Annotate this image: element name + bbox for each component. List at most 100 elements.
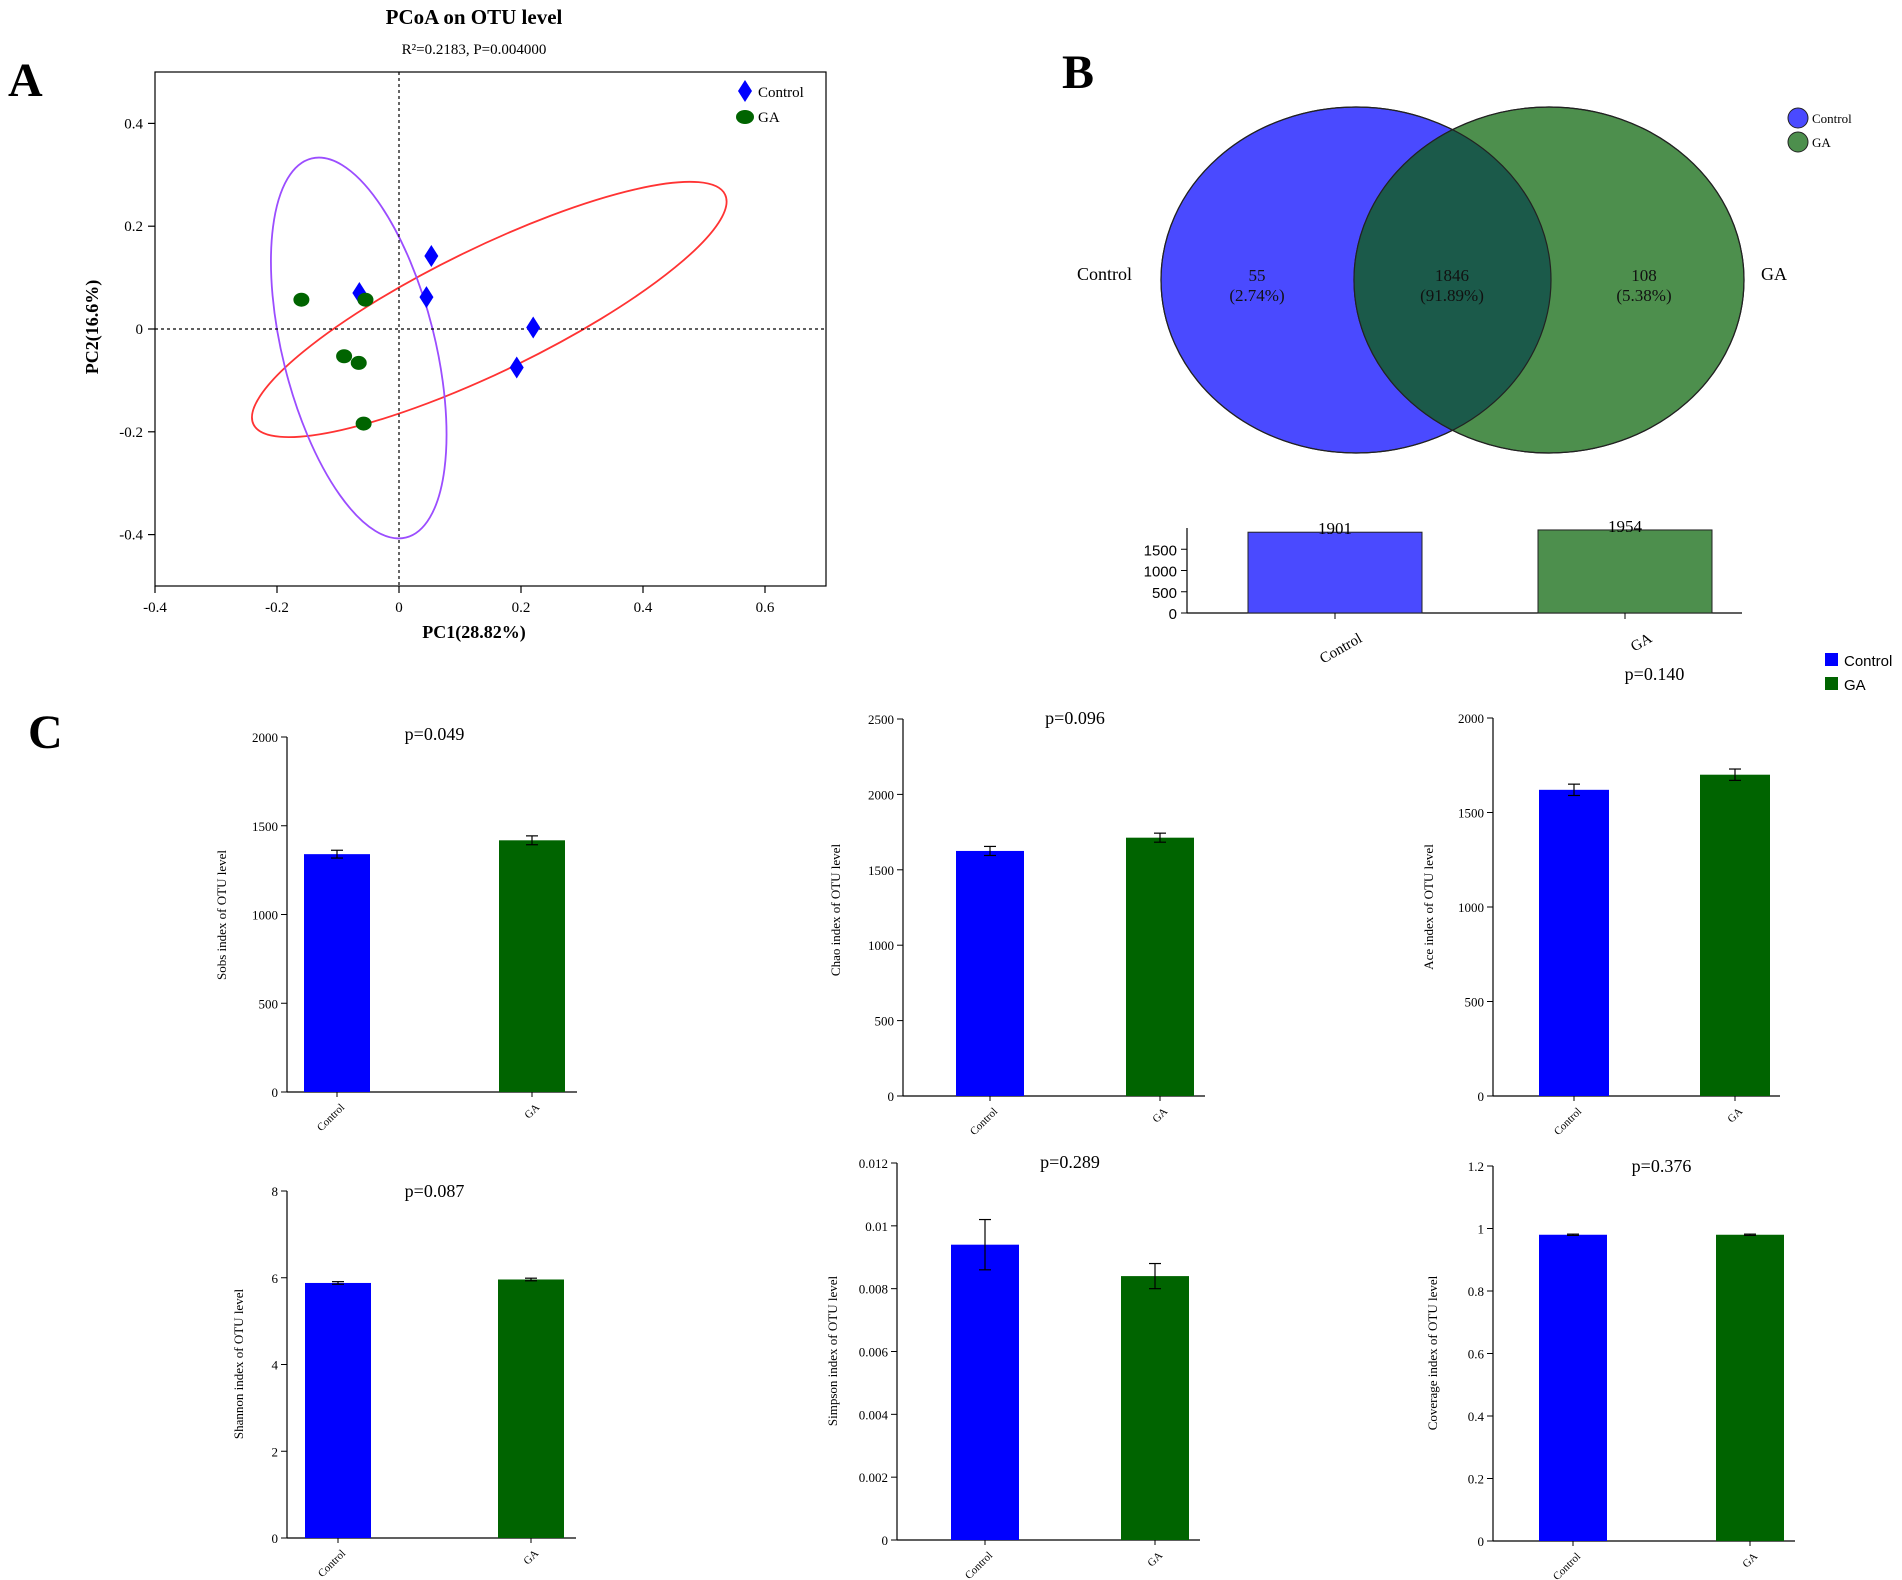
ace-bar-ga <box>1700 774 1770 1096</box>
pcoa-ytick-label: 0 <box>136 322 144 338</box>
venn-overlap <box>1354 107 1551 453</box>
venn-only-control-pct: (2.74%) <box>1229 286 1284 305</box>
venn-chart: 55 (2.74%) 1846 (91.89%) 108 (5.38%) Con… <box>1077 106 1852 667</box>
venn-totals-xtick-label: Control <box>1317 631 1365 668</box>
ace-ytick-label: 1500 <box>1458 806 1484 821</box>
coverage-ylabel: Coverage index of OTU level <box>1425 1275 1440 1430</box>
simpson-bar-control <box>951 1244 1019 1540</box>
pcoa-xtick-label: 0.6 <box>756 600 775 616</box>
panel-label-a: A <box>8 54 43 107</box>
legend-label-ga: GA <box>758 110 780 126</box>
coverage-chart: 0 0.2 0.4 0.6 0.8 1 1.2 Control GA p=0.376 Coverag… <box>1425 1156 1795 1580</box>
simpson-ytick-label: 0.002 <box>859 1470 888 1485</box>
simpson-ytick-label: 0.004 <box>859 1407 889 1422</box>
pcoa-title: PCoA on OTU level <box>386 5 563 29</box>
sobs-xtick-label: Control <box>315 1102 347 1134</box>
chao-ytick-label: 1500 <box>868 863 894 878</box>
pcoa-ytick-label: 0.2 <box>124 219 143 235</box>
venn-shared-pct: (91.89%) <box>1420 286 1484 305</box>
c-legend-marker-ga <box>1825 677 1838 690</box>
coverage-ytick-label: 1.2 <box>1468 1159 1484 1174</box>
simpson-ytick-label: 0.01 <box>865 1219 888 1234</box>
pcoa-point-ga <box>355 416 372 431</box>
coverage-ytick-label: 1 <box>1478 1222 1485 1237</box>
venn-totals-value-label: 1901 <box>1318 519 1352 538</box>
chao-ytick-label: 0 <box>888 1089 895 1104</box>
venn-shared-value: 1846 <box>1435 266 1469 285</box>
simpson-ytick-label: 0.012 <box>859 1156 888 1171</box>
simpson-ytick-label: 0 <box>882 1533 889 1548</box>
c-legend-label-ga: GA <box>1844 677 1866 694</box>
venn-legend: Control GA <box>1787 107 1852 153</box>
venn-legend-marker-control <box>1787 107 1809 129</box>
ace-pvalue: p=0.140 <box>1625 664 1685 684</box>
pcoa-chart: PCoA on OTU level R²=0.2183, P=0.004000 … <box>82 5 827 643</box>
simpson-xtick-label: Control <box>963 1550 995 1580</box>
simpson-xtick-label: GA <box>1145 1550 1165 1570</box>
coverage-xtick-label: GA <box>1740 1551 1760 1571</box>
pcoa-ytick-label: -0.2 <box>119 425 143 441</box>
simpson-pvalue: p=0.289 <box>1040 1152 1100 1172</box>
c-legend-marker-control <box>1825 653 1838 666</box>
pcoa-point-ga <box>336 349 353 364</box>
pcoa-xtick-label: 0.2 <box>512 600 531 616</box>
coverage-pvalue: p=0.376 <box>1632 1156 1692 1176</box>
shannon-ytick-label: 8 <box>272 1184 279 1199</box>
chao-ytick-label: 2000 <box>868 787 894 802</box>
coverage-xtick-label: Control <box>1551 1551 1583 1580</box>
panel-label-b: B <box>1062 46 1094 99</box>
sobs-ytick-label: 1000 <box>252 908 278 923</box>
venn-totals-ytick-label: 1000 <box>1144 564 1177 581</box>
pcoa-ellipse-ga <box>270 156 448 540</box>
ace-ylabel: Ace index of OTU level <box>1421 844 1436 970</box>
sobs-chart: 0 500 1000 1500 2000 Control GA p=0.049 Sobs ind… <box>214 724 577 1134</box>
venn-legend-label-control: Control <box>1812 111 1852 126</box>
pcoa-ylabel: PC2(16.6%) <box>82 280 103 374</box>
pcoa-point-ga <box>350 355 367 370</box>
shannon-xtick-label: Control <box>316 1548 348 1580</box>
pcoa-point-control <box>419 286 434 309</box>
legend-marker-control <box>738 80 752 102</box>
shannon-pvalue: p=0.087 <box>405 1181 465 1201</box>
sobs-pvalue: p=0.049 <box>405 724 465 744</box>
venn-set-label-ga: GA <box>1761 264 1787 284</box>
shannon-ytick-label: 2 <box>272 1444 279 1459</box>
venn-legend-marker-ga <box>1787 131 1809 153</box>
ace-ytick-label: 2000 <box>1458 711 1484 726</box>
chao-bar-ga <box>1126 837 1194 1096</box>
chao-ytick-label: 500 <box>875 1014 895 1029</box>
simpson-chart: 0 0.002 0.004 0.006 0.008 0.01 0.012 Control GA p… <box>825 1152 1200 1580</box>
pcoa-ytick-label: 0.4 <box>124 116 143 132</box>
coverage-bar-ga <box>1716 1234 1784 1541</box>
simpson-bar-ga <box>1121 1276 1189 1540</box>
sobs-bar-control <box>304 854 370 1092</box>
legend-label-control: Control <box>758 85 804 101</box>
sobs-ytick-label: 500 <box>259 996 279 1011</box>
chao-xtick-label: Control <box>968 1106 1000 1138</box>
coverage-ytick-label: 0 <box>1478 1534 1485 1549</box>
chao-bar-control <box>956 850 1024 1096</box>
shannon-ytick-label: 6 <box>272 1271 279 1286</box>
coverage-ytick-label: 0.6 <box>1468 1347 1485 1362</box>
pcoa-xtick-label: -0.4 <box>143 600 167 616</box>
shannon-bar-ga <box>498 1279 564 1538</box>
venn-set-label-control: Control <box>1077 264 1132 284</box>
c-legend-label-control: Control <box>1844 653 1892 670</box>
venn-totals-chart: 0 500 1000 1500 1901 Control 1954 GA <box>1144 517 1742 667</box>
chao-xtick-label: GA <box>1150 1106 1170 1126</box>
chao-ytick-label: 1000 <box>868 938 894 953</box>
shannon-bar-control <box>305 1282 371 1538</box>
venn-only-ga-value: 108 <box>1631 266 1657 285</box>
pcoa-xtick-label: -0.2 <box>265 600 289 616</box>
venn-totals-bar-ga <box>1537 529 1713 614</box>
ace-ytick-label: 0 <box>1478 1089 1485 1104</box>
coverage-ytick-label: 0.2 <box>1468 1472 1484 1487</box>
ace-chart: 0 500 1000 1500 2000 Control GA p=0.140 Ace inde… <box>1421 664 1780 1138</box>
sobs-ytick-label: 0 <box>272 1085 279 1100</box>
venn-legend-label-ga: GA <box>1812 135 1831 150</box>
venn-totals-value-label: 1954 <box>1608 517 1643 536</box>
pcoa-xlabel: PC1(28.82%) <box>422 622 525 643</box>
chao-chart: 0 500 1000 1500 2000 2500 Control GA p=0.096 Chao… <box>828 708 1205 1138</box>
ace-xtick-label: Control <box>1552 1106 1584 1138</box>
